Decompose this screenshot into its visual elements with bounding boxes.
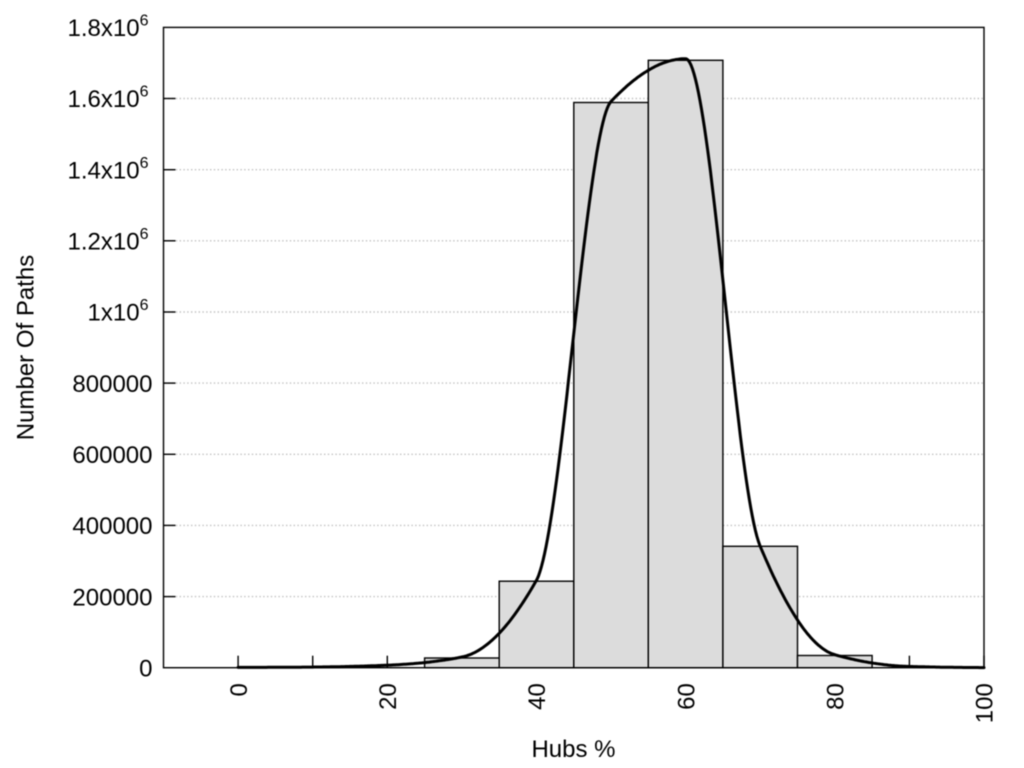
svg-text:Number Of Paths: Number Of Paths — [13, 255, 40, 440]
svg-text:0: 0 — [139, 655, 152, 682]
svg-text:1x106: 1x106 — [88, 297, 149, 327]
svg-text:20: 20 — [375, 683, 402, 710]
svg-text:100: 100 — [972, 683, 999, 723]
svg-text:800000: 800000 — [72, 371, 152, 398]
svg-text:1.8x106: 1.8x106 — [68, 13, 149, 43]
svg-text:Hubs %: Hubs % — [531, 736, 615, 763]
svg-text:600000: 600000 — [72, 442, 152, 469]
svg-text:60: 60 — [673, 683, 700, 710]
svg-text:40: 40 — [524, 683, 551, 710]
svg-text:80: 80 — [823, 683, 850, 710]
svg-text:200000: 200000 — [72, 584, 152, 611]
svg-text:400000: 400000 — [72, 513, 152, 540]
svg-text:1.2x106: 1.2x106 — [68, 226, 149, 256]
svg-text:1.4x106: 1.4x106 — [68, 155, 149, 185]
svg-text:1.6x106: 1.6x106 — [68, 84, 149, 114]
svg-text:0: 0 — [226, 683, 253, 696]
